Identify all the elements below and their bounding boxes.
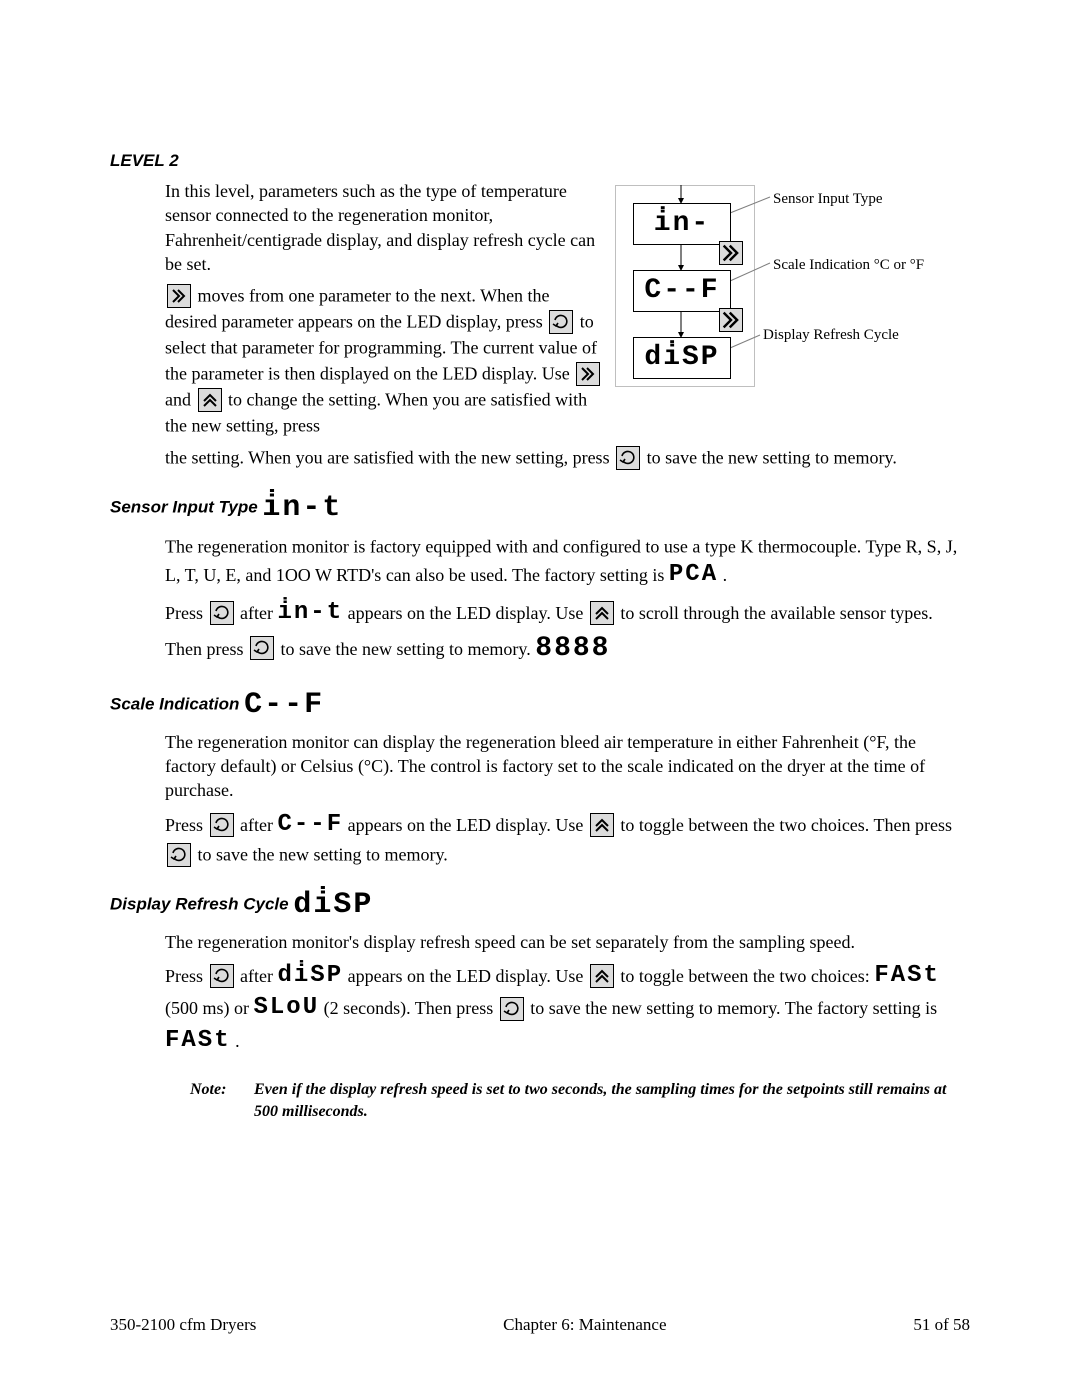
flow-box-sensor-input: i̇n- (633, 203, 731, 245)
note-text: Even if the display refresh speed is set… (254, 1079, 970, 1122)
seg-heading: i̇n-t (262, 491, 342, 525)
text: to toggle between the two choices: (620, 966, 874, 986)
text: after (240, 815, 277, 835)
enter-icon (210, 813, 234, 837)
seg-fast: FASt (874, 962, 940, 989)
text: Press (165, 966, 208, 986)
text: moves from one parameter to the next. Wh… (165, 286, 550, 332)
up-icon (590, 813, 614, 837)
text: appears on the LED display. Use (348, 603, 588, 623)
seg-heading: di̇SP (293, 888, 373, 922)
sit-body: The regeneration monitor is factory equi… (165, 533, 970, 668)
seg-disp: di̇SP (277, 962, 343, 989)
intro-p2: moves from one parameter to the next. Wh… (165, 282, 605, 438)
text: to change the setting. When you are sati… (165, 390, 587, 436)
flow-label-2: Scale Indication °C or °F (773, 255, 924, 275)
seg-in-t: i̇n-t (277, 599, 343, 626)
text: to save the new setting to memory. (198, 845, 448, 865)
heading-scale-indication: Scale Indication C--F (110, 685, 970, 726)
seg-heading: C--F (244, 688, 324, 722)
footer-right: 51 of 58 (913, 1314, 970, 1337)
text: to save the new setting to memory. The f… (530, 998, 937, 1018)
up-icon (198, 388, 222, 412)
footer-left: 350-2100 cfm Dryers (110, 1314, 256, 1337)
heading-display-refresh: Display Refresh Cycle di̇SP (110, 885, 970, 926)
text: and (165, 390, 196, 410)
text: (500 ms) or (165, 998, 254, 1018)
seg-display: i̇n- (654, 210, 710, 238)
disp-body: The regeneration monitor's display refre… (165, 930, 970, 1057)
seg-fast2: FASt (165, 1027, 231, 1054)
disp-p1: The regeneration monitor's display refre… (165, 930, 970, 954)
heading-text: Display Refresh Cycle (110, 895, 289, 914)
flow-next-2 (719, 308, 743, 332)
up-icon (590, 964, 614, 988)
seg-display: di̇SP (644, 344, 719, 372)
scale-p1: The regeneration monitor can display the… (165, 730, 970, 803)
text: appears on the LED display. Use (348, 815, 588, 835)
scale-body: The regeneration monitor can display the… (165, 730, 970, 867)
intro-block: In this level, parameters such as the ty… (165, 179, 605, 438)
intro-p1: In this level, parameters such as the ty… (165, 179, 605, 276)
text: to toggle between the two choices. Then … (620, 815, 952, 835)
seg-8888: 8888 (535, 633, 610, 664)
page: i̇n- C--F di̇SP Sensor Input Type Scale … (0, 0, 1080, 1397)
enter-icon (210, 964, 234, 988)
seg-pca: PCA (669, 561, 718, 588)
up-icon (590, 601, 614, 625)
enter-icon (500, 997, 524, 1021)
text: to save the new setting to memory. (647, 448, 897, 468)
next-icon (576, 362, 600, 386)
text: to save the new setting to memory. (280, 638, 535, 658)
flow-label-1: Sensor Input Type (773, 189, 883, 209)
footer-center: Chapter 6: Maintenance (503, 1314, 666, 1337)
heading-sensor-input-type: Sensor Input Type i̇n-t (110, 488, 970, 529)
text: Press (165, 815, 208, 835)
intro-cont: the setting. When you are satisfied with… (165, 444, 970, 470)
text: Press (165, 603, 208, 623)
text: appears on the LED display. Use (348, 966, 588, 986)
note-label: Note: (190, 1079, 254, 1122)
enter-icon (210, 601, 234, 625)
enter-icon (616, 446, 640, 470)
flow-next-1 (719, 241, 743, 265)
enter-icon (250, 636, 274, 660)
flow-box-scale: C--F (633, 270, 731, 312)
heading-text: Scale Indication (110, 695, 239, 714)
text: the setting. When you are satisfied with… (165, 448, 614, 468)
seg-slow: SLoU (254, 994, 320, 1021)
note-block: Note: Even if the display refresh speed … (190, 1079, 970, 1122)
heading-level-2: LEVEL 2 (110, 150, 970, 173)
seg-cf: C--F (277, 811, 343, 838)
heading-text: Sensor Input Type (110, 498, 258, 517)
text: after (240, 966, 277, 986)
text: (2 seconds). Then press (324, 998, 498, 1018)
text: The regeneration monitor is factory equi… (165, 536, 957, 584)
page-footer: 350-2100 cfm Dryers Chapter 6: Maintenan… (110, 1314, 970, 1337)
text: . (723, 565, 728, 585)
text: . (235, 1031, 240, 1051)
flow-box-disp: di̇SP (633, 337, 731, 379)
seg-display: C--F (644, 277, 719, 305)
next-icon (167, 284, 191, 308)
flow-label-3: Display Refresh Cycle (763, 325, 899, 345)
text: after (240, 603, 277, 623)
enter-icon (167, 843, 191, 867)
flowchart: i̇n- C--F di̇SP Sensor Input Type Scale … (615, 185, 955, 410)
enter-icon (549, 310, 573, 334)
